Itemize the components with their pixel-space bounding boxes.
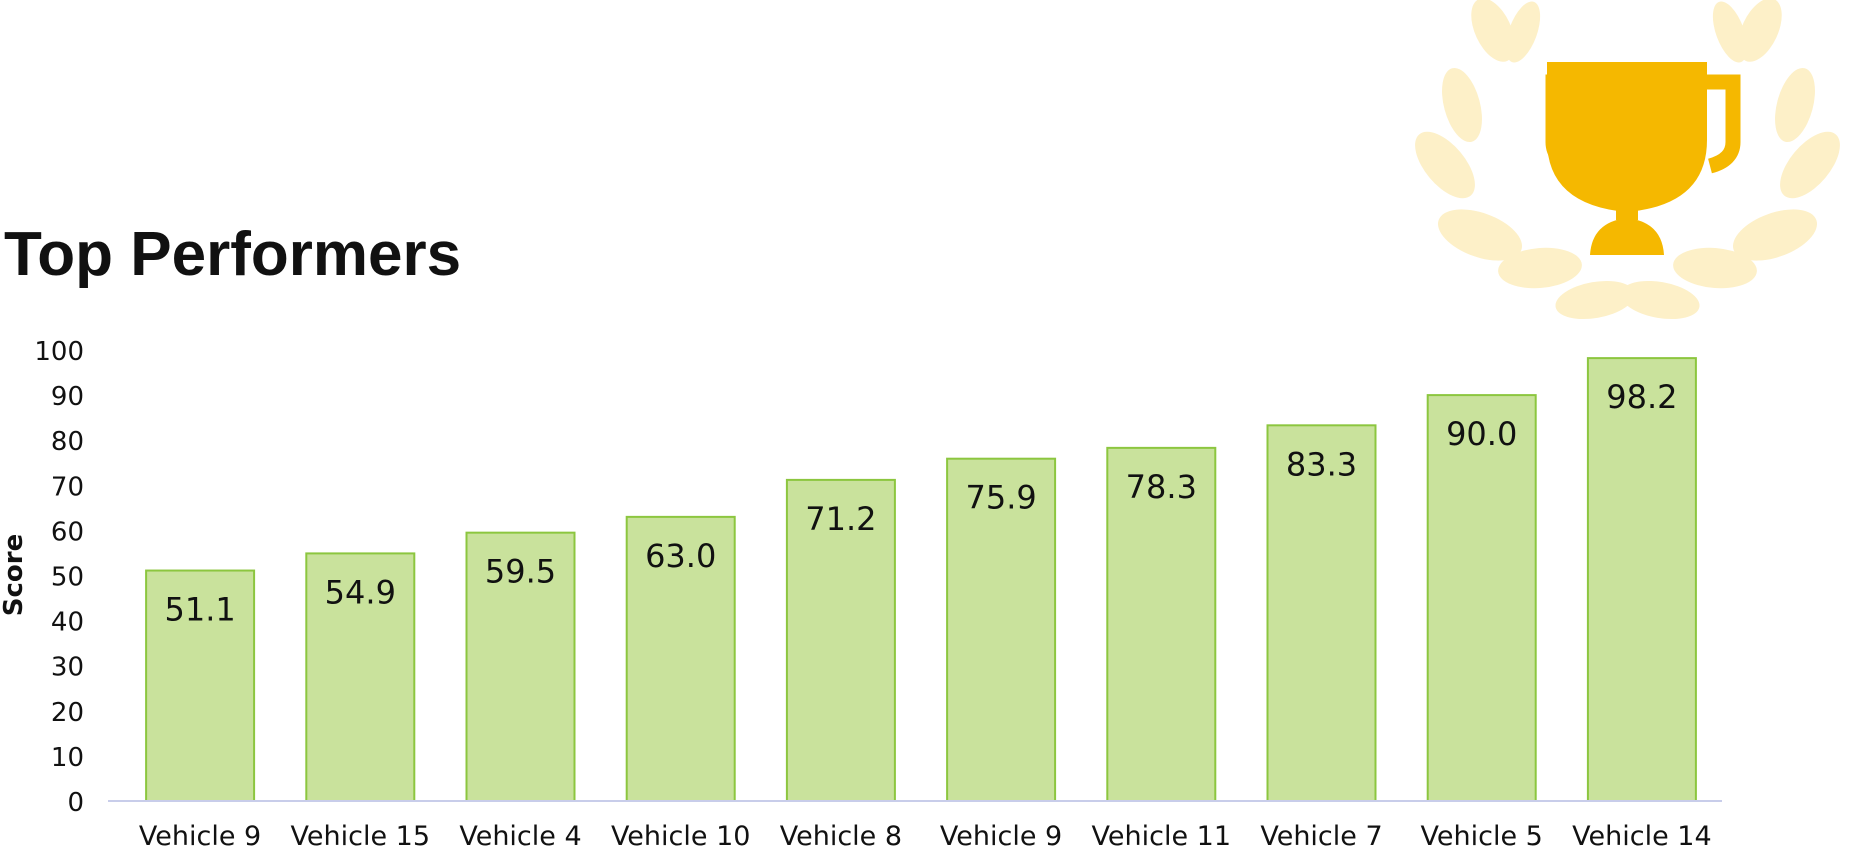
- x-tick-label: Vehicle 10: [611, 821, 751, 851]
- y-tick-label: 90: [51, 382, 84, 412]
- x-tick-label: Vehicle 5: [1421, 821, 1543, 851]
- trophy-laurel-icon: [1415, 0, 1840, 320]
- laurel-leaf-icon: [1471, 0, 1515, 62]
- bar-value-label: 63.0: [645, 537, 716, 575]
- bar-value-label: 51.1: [164, 591, 235, 629]
- laurel-leaf-icon: [1505, 1, 1541, 63]
- y-axis-label: Score: [0, 534, 29, 616]
- laurel-leaf-icon: [1498, 247, 1582, 289]
- bar-value-label: 98.2: [1606, 378, 1677, 416]
- laurel-wreath-icon: [1415, 0, 1840, 320]
- laurel-leaf-icon: [1620, 280, 1700, 320]
- bar-value-label: 90.0: [1446, 415, 1517, 453]
- x-tick-label: Vehicle 4: [459, 821, 581, 851]
- bar-value-label: 78.3: [1126, 468, 1197, 506]
- x-tick-label: Vehicle 11: [1092, 821, 1232, 851]
- y-tick-label: 50: [51, 563, 84, 593]
- x-tick-label: Vehicle 9: [139, 821, 261, 851]
- y-tick-label: 100: [34, 337, 84, 367]
- x-tick-label: Vehicle 15: [291, 821, 431, 851]
- bar: [305, 552, 416, 802]
- y-tick-label: 10: [51, 743, 84, 773]
- bar-value-label: 71.2: [805, 500, 876, 538]
- bar-value-label: 54.9: [325, 573, 396, 611]
- x-axis: Vehicle 9 Vehicle 15 Vehicle 4 Vehicle 10 Ve…: [139, 821, 1712, 851]
- laurel-leaf-icon: [1738, 0, 1782, 62]
- bar: [625, 515, 736, 802]
- x-tick-label: Vehicle 14: [1572, 821, 1712, 851]
- y-axis: 0 10 20 30 40 50 60 70 80 90 100: [34, 337, 84, 818]
- laurel-leaf-icon: [1555, 280, 1635, 320]
- bar-value-label: 59.5: [485, 553, 556, 591]
- bar: [145, 569, 256, 802]
- laurel-leaf-icon: [1712, 1, 1748, 63]
- y-tick-label: 20: [51, 698, 84, 728]
- trophy-icon: [1545, 62, 1741, 255]
- laurel-leaf-icon: [1775, 68, 1815, 142]
- bar: [465, 531, 576, 803]
- x-tick-label: Vehicle 9: [940, 821, 1062, 851]
- bar-value-label: 75.9: [965, 479, 1036, 517]
- laurel-leaf-icon: [1673, 247, 1757, 289]
- bar: [1426, 394, 1537, 802]
- y-tick-label: 30: [51, 653, 84, 683]
- y-tick-label: 0: [67, 788, 84, 818]
- bar: [1586, 357, 1697, 802]
- y-tick-label: 40: [51, 608, 84, 638]
- y-tick-label: 70: [51, 472, 84, 502]
- laurel-leaf-icon: [1442, 68, 1482, 142]
- x-tick-label: Vehicle 7: [1260, 821, 1382, 851]
- chart-title: Top Performers: [4, 220, 461, 289]
- y-tick-label: 60: [51, 517, 84, 547]
- bar: [1106, 446, 1217, 802]
- bars: 51.1 54.9 59.5 63.0 71.2 75.9 78.3 83.3 90.0 98.2: [145, 357, 1697, 803]
- y-tick-label: 80: [51, 427, 84, 457]
- laurel-leaf-icon: [1415, 131, 1475, 199]
- bar: [946, 457, 1057, 802]
- laurel-leaf-icon: [1780, 131, 1840, 199]
- bar-value-label: 83.3: [1286, 445, 1357, 483]
- x-tick-label: Vehicle 8: [780, 821, 902, 851]
- bar: [1266, 424, 1377, 802]
- laurel-leaf-icon: [1437, 209, 1523, 261]
- bar: [785, 478, 896, 802]
- laurel-leaf-icon: [1732, 209, 1818, 261]
